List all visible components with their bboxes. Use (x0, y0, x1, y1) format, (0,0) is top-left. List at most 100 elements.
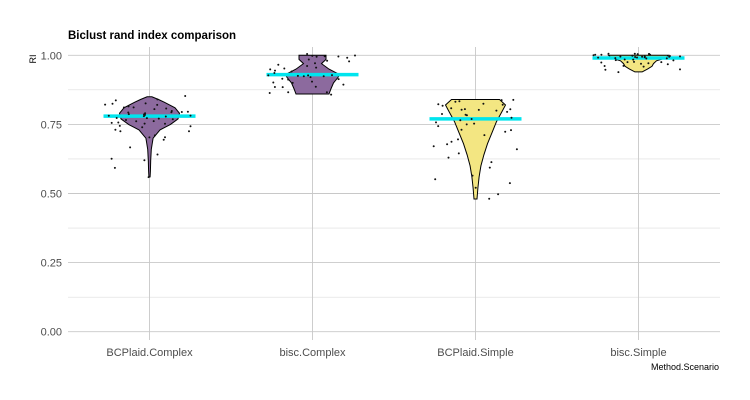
data-point (668, 55, 671, 57)
data-point (315, 55, 318, 58)
data-point (184, 95, 187, 97)
data-point (135, 120, 138, 123)
x-tick-label: BCPlaid.Complex (106, 347, 193, 359)
data-point (622, 64, 625, 67)
data-point (315, 66, 318, 69)
y-axis-ticks: 0.00 0.25 0.50 0.75 1.00 (41, 50, 62, 338)
data-point (142, 115, 145, 118)
data-point (515, 148, 518, 151)
data-point (267, 74, 270, 77)
data-point (287, 91, 290, 94)
data-point (470, 118, 473, 120)
data-point (145, 117, 148, 120)
data-point (311, 54, 314, 57)
data-point (281, 77, 284, 80)
data-point (437, 125, 440, 128)
data-point (306, 53, 309, 55)
data-point (348, 60, 351, 63)
data-point (122, 106, 125, 109)
data-point (614, 57, 617, 60)
data-point (170, 110, 173, 112)
data-point (143, 122, 146, 125)
data-point (607, 52, 610, 55)
data-point (647, 62, 650, 65)
data-point (633, 52, 636, 55)
data-point (189, 125, 192, 128)
data-point (309, 76, 312, 79)
y-tick-label: 1.00 (41, 50, 62, 62)
x-axis-title: Method.Scenario (651, 362, 719, 372)
data-point (164, 122, 166, 125)
data-point (460, 108, 463, 111)
data-point (471, 174, 474, 177)
data-point (291, 81, 294, 84)
data-point (603, 65, 606, 67)
data-point (441, 113, 443, 115)
data-point (273, 72, 276, 74)
data-point (342, 83, 345, 86)
data-point (488, 166, 491, 169)
data-point (592, 54, 595, 57)
data-point (118, 124, 121, 127)
data-point (189, 114, 192, 117)
data-point (148, 136, 151, 139)
data-point (642, 65, 645, 68)
data-point (447, 156, 450, 159)
data-point (509, 108, 512, 111)
data-point (435, 121, 437, 124)
data-point (323, 55, 326, 58)
data-point (450, 107, 453, 110)
data-point (483, 134, 486, 137)
data-point (337, 55, 340, 58)
data-point (617, 71, 620, 74)
data-point (600, 53, 603, 56)
data-point (482, 102, 485, 105)
data-point (508, 182, 511, 185)
data-point (614, 59, 617, 62)
data-point (623, 58, 626, 61)
data-point (437, 103, 440, 106)
data-point (636, 53, 639, 56)
data-point (441, 104, 444, 107)
data-point (632, 58, 635, 61)
data-point (164, 115, 167, 118)
data-point (186, 110, 189, 113)
data-point (643, 55, 646, 58)
data-point (117, 121, 120, 124)
data-point (162, 138, 165, 141)
data-point (129, 146, 132, 149)
data-point (457, 152, 460, 155)
data-point (119, 130, 122, 133)
data-point (132, 106, 135, 109)
data-point (432, 145, 435, 148)
data-point (495, 109, 498, 112)
data-point (188, 130, 190, 133)
data-point (626, 61, 629, 64)
violin-group (429, 98, 522, 200)
data-point (269, 68, 272, 71)
data-point (110, 157, 113, 160)
data-point (180, 111, 183, 113)
data-point (330, 93, 333, 96)
data-point (679, 68, 681, 71)
data-point (672, 59, 675, 62)
data-point (277, 63, 280, 66)
data-point (633, 60, 635, 63)
data-point (501, 103, 504, 106)
data-point (272, 81, 275, 84)
grid-lines (68, 47, 720, 340)
data-point (665, 57, 668, 60)
data-point (127, 113, 130, 116)
data-point (506, 110, 509, 113)
data-point (110, 121, 113, 124)
x-axis-ticks: BCPlaid.Complex bisc.Complex BCPlaid.Simpl… (106, 347, 666, 359)
data-point (274, 69, 276, 72)
data-point (115, 117, 118, 119)
data-point (463, 108, 466, 111)
data-point (500, 99, 503, 102)
data-point (156, 98, 159, 101)
data-point (114, 128, 117, 131)
data-point (474, 186, 477, 189)
violin-shape (444, 99, 507, 200)
